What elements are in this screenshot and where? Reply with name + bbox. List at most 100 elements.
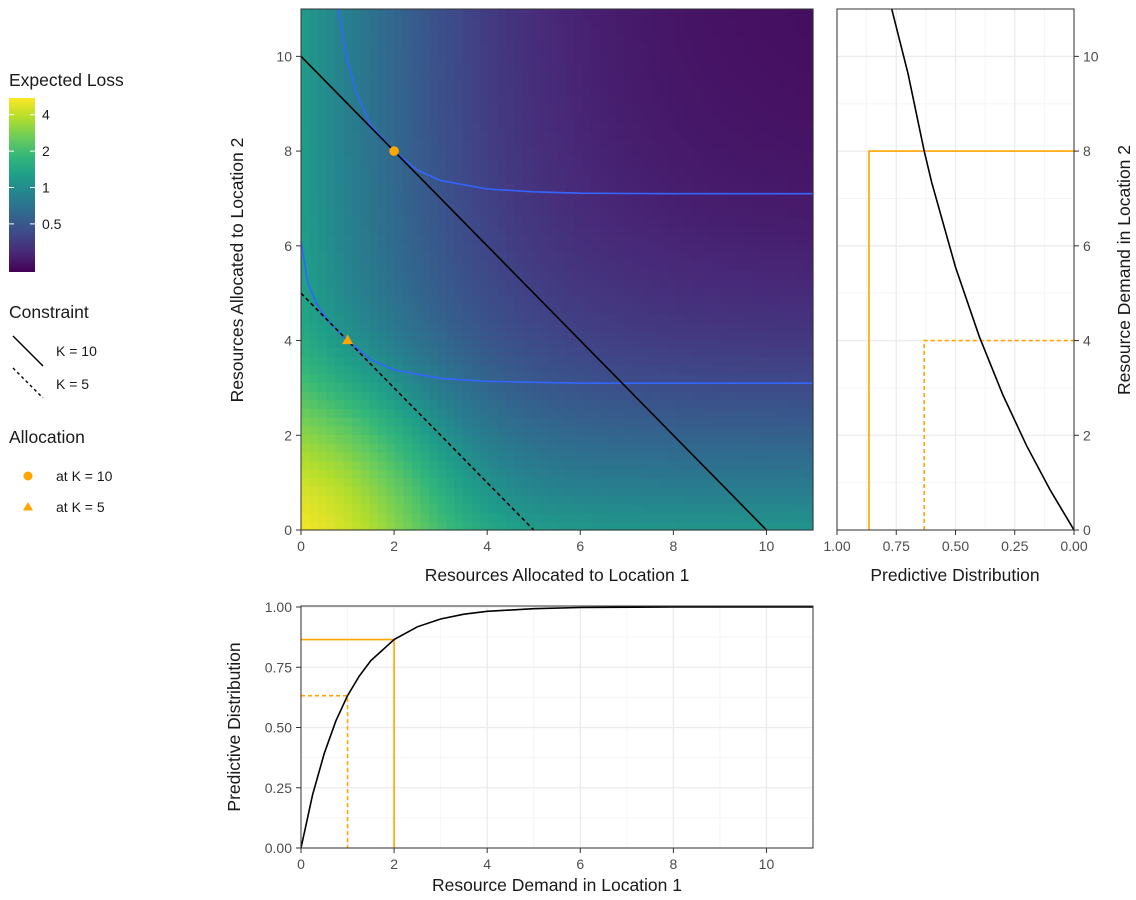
heatmap-cell bbox=[488, 130, 498, 140]
heatmap-cell bbox=[659, 503, 669, 514]
heatmap-cell bbox=[369, 338, 379, 349]
heatmap-cell bbox=[548, 26, 558, 36]
heatmap-cell bbox=[574, 17, 584, 27]
heatmap-cell bbox=[514, 286, 524, 297]
heatmap-cell bbox=[582, 104, 592, 114]
heatmap-cell bbox=[693, 391, 703, 401]
heatmap-cell bbox=[753, 391, 763, 401]
heatmap-cell bbox=[318, 234, 328, 245]
heatmap-cell bbox=[616, 243, 626, 253]
heatmap-cell bbox=[591, 147, 601, 158]
heatmap-cell bbox=[710, 208, 720, 218]
heatmap-cell bbox=[377, 443, 387, 453]
heatmap-cell bbox=[727, 78, 737, 88]
heatmap-cell bbox=[531, 200, 541, 210]
heatmap-cell bbox=[770, 391, 780, 401]
heatmap-cell bbox=[625, 434, 635, 444]
heatmap-cell bbox=[446, 191, 456, 201]
heatmap-cell bbox=[582, 78, 592, 88]
guide-line bbox=[868, 150, 1074, 530]
heatmap-cell bbox=[377, 451, 387, 462]
heatmap-cell bbox=[761, 338, 771, 349]
heatmap-cell bbox=[557, 226, 567, 236]
heatmap-cell bbox=[616, 43, 626, 54]
heatmap-cell bbox=[522, 269, 532, 279]
heatmap-cell bbox=[693, 165, 703, 175]
heatmap-cell bbox=[693, 87, 703, 97]
heatmap-cell bbox=[633, 121, 643, 132]
legend-key-circle bbox=[23, 471, 33, 481]
legend-key-triangle bbox=[23, 502, 33, 511]
heatmap-cell bbox=[352, 69, 362, 80]
heatmap-cell bbox=[804, 460, 814, 470]
heatmap-cell bbox=[591, 52, 601, 62]
heatmap-cell bbox=[599, 477, 609, 488]
heatmap-cell bbox=[599, 260, 609, 271]
heatmap-cell bbox=[633, 17, 643, 27]
heatmap-cell bbox=[744, 417, 754, 427]
heatmap-cell bbox=[437, 469, 447, 479]
heatmap-cell bbox=[753, 182, 763, 192]
heatmap-cell bbox=[446, 382, 456, 392]
heatmap-cell bbox=[685, 391, 695, 401]
heatmap-cell bbox=[608, 252, 618, 262]
heatmap-cell bbox=[778, 217, 788, 227]
heatmap-cell bbox=[471, 477, 481, 488]
heatmap-cell bbox=[625, 391, 635, 401]
heatmap-cell bbox=[676, 460, 686, 470]
heatmap-cell bbox=[736, 182, 746, 192]
heatmap-cell bbox=[770, 35, 780, 45]
heatmap-cell bbox=[608, 495, 618, 505]
heatmap-cell bbox=[531, 417, 541, 427]
heatmap-cell bbox=[539, 417, 550, 427]
heatmap-cell bbox=[565, 95, 575, 106]
heatmap-cell bbox=[446, 503, 456, 514]
heatmap-cell bbox=[548, 61, 558, 71]
heatmap-cell bbox=[633, 95, 643, 106]
heatmap-cell bbox=[454, 408, 464, 418]
heatmap-cell bbox=[795, 208, 806, 218]
heatmap-cell bbox=[744, 382, 754, 392]
heatmap-cell bbox=[599, 486, 609, 496]
heatmap-cell bbox=[778, 434, 788, 444]
heatmap-cell bbox=[676, 286, 686, 297]
heatmap-cell bbox=[420, 495, 430, 505]
heatmap-cell bbox=[710, 365, 720, 375]
heatmap-cell bbox=[574, 156, 584, 166]
heatmap-cell bbox=[582, 139, 592, 149]
heatmap-cell bbox=[377, 104, 387, 114]
heatmap-cell bbox=[420, 217, 430, 227]
heatmap-cell bbox=[343, 312, 353, 323]
heatmap-cell bbox=[753, 503, 763, 514]
heatmap-cell bbox=[761, 252, 771, 262]
heatmap-cell bbox=[343, 391, 353, 401]
heatmap-cell bbox=[574, 469, 584, 479]
heatmap-cell bbox=[761, 477, 771, 488]
heatmap-cell bbox=[369, 295, 379, 305]
heatmap-cell bbox=[744, 356, 754, 366]
heatmap-cell bbox=[702, 191, 712, 201]
heatmap-cell bbox=[369, 286, 379, 297]
heatmap-cell bbox=[522, 356, 532, 366]
heatmap-cell bbox=[360, 312, 370, 323]
heatmap-cell bbox=[369, 147, 379, 158]
heatmap-cell bbox=[795, 356, 806, 366]
heatmap-cell bbox=[582, 121, 592, 132]
heatmap-cell bbox=[710, 165, 720, 175]
heatmap-cell bbox=[744, 243, 754, 253]
heatmap-cell bbox=[403, 477, 413, 488]
heatmap-cell bbox=[463, 104, 473, 114]
heatmap-cell bbox=[429, 260, 439, 271]
heatmap-cell bbox=[565, 243, 575, 253]
heatmap-cell bbox=[531, 477, 541, 488]
heatmap-cell bbox=[522, 61, 532, 71]
heatmap-cell bbox=[804, 512, 814, 522]
y-tick-label: 0 bbox=[284, 522, 292, 538]
heatmap-cell bbox=[488, 304, 498, 314]
heatmap-cell bbox=[719, 486, 729, 496]
heatmap-cell bbox=[574, 495, 584, 505]
heatmap-cell bbox=[753, 338, 763, 349]
heatmap-cell bbox=[727, 156, 737, 166]
heatmap-cell bbox=[360, 278, 370, 288]
